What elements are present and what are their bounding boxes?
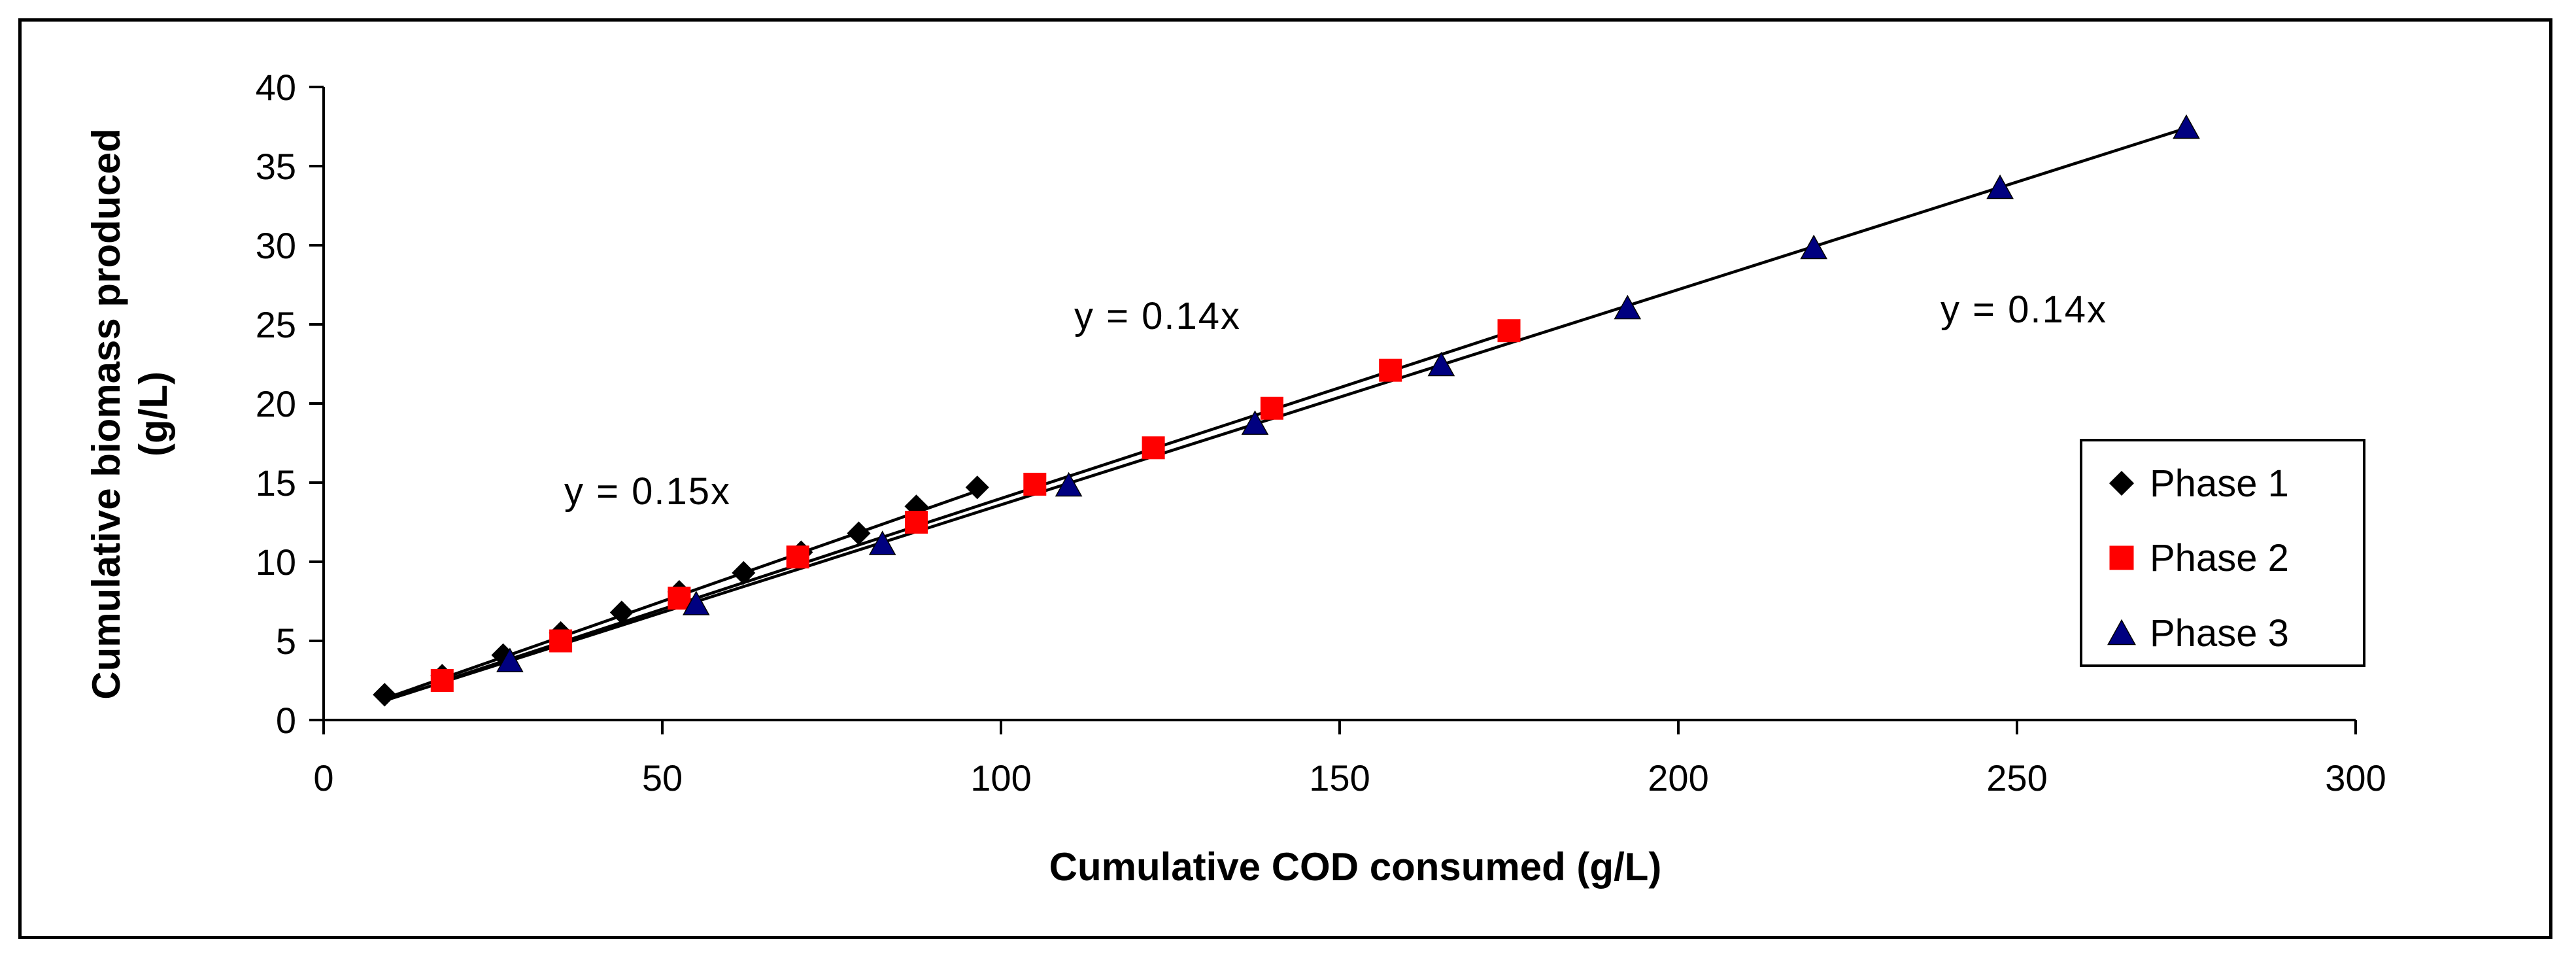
equation-phase-1: y = 0.15x [564,470,731,513]
data-point-phase-1 [965,475,989,500]
y-tick-label: 10 [256,541,296,583]
data-point-phase-2 [549,629,573,653]
legend-marker-phase-1 [2109,470,2135,496]
data-point-phase-1 [847,521,871,545]
data-point-phase-2 [1379,358,1402,382]
legend-label-phase-3: Phase 3 [2150,612,2289,655]
legend-label-phase-2: Phase 2 [2150,537,2289,579]
data-point-phase-3 [1055,472,1083,497]
data-point-phase-3 [1241,410,1269,435]
data-point-phase-2 [1142,436,1165,460]
y-tick-label: 20 [256,383,296,424]
x-tick-label: 300 [2325,757,2386,799]
x-tick-label: 250 [1986,757,2047,799]
x-axis-title: Cumulative COD consumed (g/L) [1049,845,1662,889]
equation-phase-3: y = 0.14x [1940,288,2107,331]
data-point-phase-3 [2173,114,2200,139]
legend-label-phase-1: Phase 1 [2150,462,2289,505]
data-point-phase-1 [373,683,397,707]
data-point-phase-2 [1497,319,1521,343]
data-point-phase-2 [905,511,928,534]
y-tick-label: 35 [256,146,296,187]
legend-marker-phase-3 [2107,619,2136,645]
data-point-phase-3 [496,647,524,672]
trendlines [384,126,2187,702]
data-point-phase-2 [430,669,454,692]
x-tick-label: 150 [1309,757,1370,799]
data-point-phase-2 [786,545,809,569]
x-tick-label: 50 [642,757,683,799]
legend: Phase 1 Phase 2 Phase 3 [2080,439,2365,667]
y-tick-label: 30 [256,225,296,266]
y-tick-label: 0 [276,700,296,741]
data-point-phase-3 [1427,351,1455,377]
trendline-phase-3 [384,126,2187,702]
y-tick-label: 25 [256,304,296,345]
data-point-phase-3 [1614,294,1642,320]
markers [373,114,2200,707]
equation-phase-2: y = 0.14x [1074,295,1241,337]
chart-frame: 0 5 10 15 20 25 30 35 40 0 50 100 150 200 250 300 Cumul… [18,18,2552,939]
axes: 0 5 10 15 20 25 30 35 40 0 50 100 150 200 250 300 [256,67,2386,799]
legend-marker-phase-2 [2109,545,2134,570]
data-point-phase-2 [1023,472,1047,496]
y-tick-label: 15 [256,462,296,504]
data-point-phase-2 [1260,396,1283,420]
data-point-phase-3 [1800,234,1828,260]
labels: Cumulative COD consumed (g/L) Cumulative… [84,128,2107,889]
data-point-phase-3 [868,530,896,555]
y-tick-label: 5 [276,621,296,662]
x-tick-label: 100 [970,757,1031,799]
data-point-phase-1 [609,600,634,625]
data-point-phase-3 [1986,174,2014,199]
data-point-phase-3 [682,591,710,615]
x-tick-label: 0 [313,757,333,799]
data-point-phase-2 [668,587,691,610]
chart-canvas: 0 5 10 15 20 25 30 35 40 0 50 100 150 200 250 300 Cumul… [84,67,2386,889]
data-point-phase-1 [732,560,756,585]
x-tick-label: 200 [1648,757,1708,799]
y-axis-title-line2: (g/L) [131,371,175,456]
y-tick-label: 40 [256,67,296,108]
trendline-phase-2 [441,330,1510,683]
y-axis-title-line1: Cumulative biomass produced [84,128,128,700]
